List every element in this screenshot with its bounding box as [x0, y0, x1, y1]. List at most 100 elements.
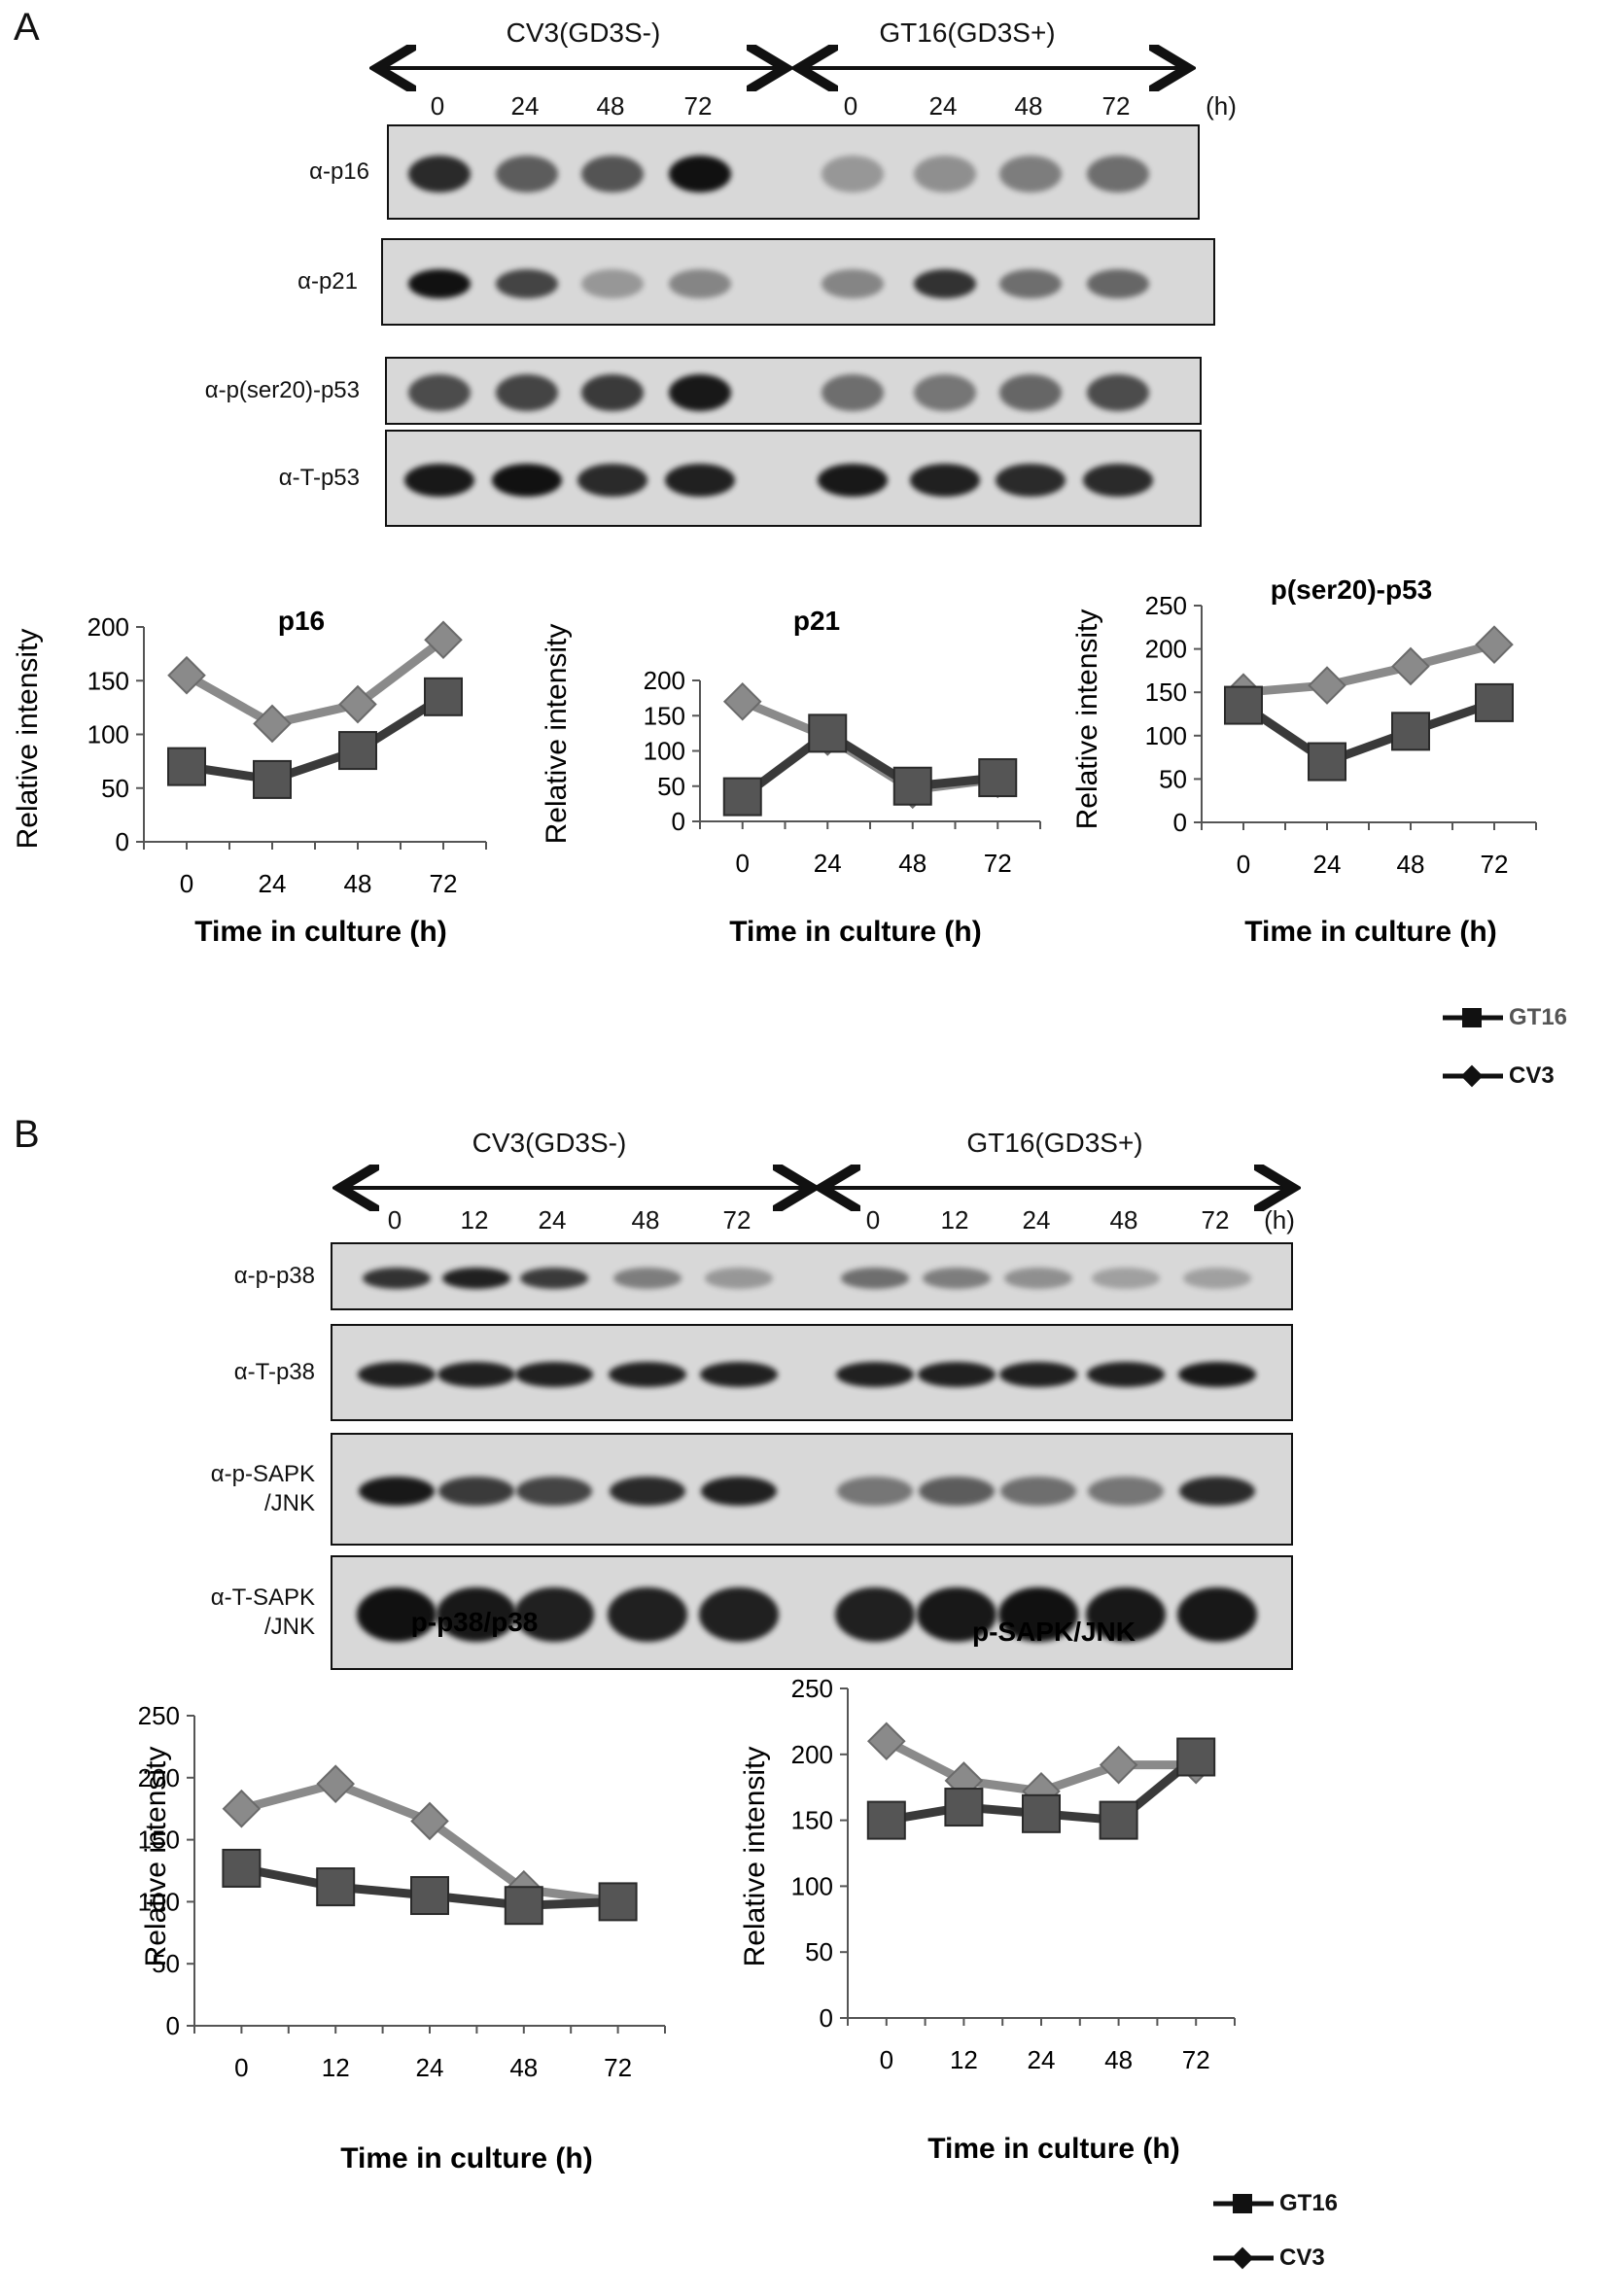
- data-point-gt16: [978, 758, 1018, 798]
- y-tick-label: 0: [116, 827, 129, 856]
- panel-b-blot-band: [836, 1362, 914, 1387]
- panel-b-blot-band: [923, 1268, 991, 1289]
- x-tick-label: 72: [984, 849, 1012, 878]
- data-point-cv3: [1475, 625, 1514, 664]
- y-tick-label: 100: [87, 720, 129, 749]
- y-tick-label: 50: [101, 774, 129, 803]
- panel-b-blot-band: [514, 1587, 594, 1642]
- panel-b-blot-band: [515, 1362, 593, 1387]
- panel-b-lane-label: 72: [1201, 1205, 1230, 1235]
- panel-b-blot-band: [516, 1477, 592, 1506]
- panel-a-lane-label: 72: [1101, 91, 1131, 121]
- x-tick-label: 48: [898, 849, 926, 878]
- data-point-gt16: [1224, 685, 1263, 725]
- panel-b-blot-band: [608, 1587, 687, 1642]
- y-tick-label: 200: [644, 666, 685, 695]
- x-tick-label: 0: [736, 849, 750, 878]
- panel-a-blot-band: [665, 464, 735, 497]
- panel-b-blot-band: [363, 1268, 431, 1289]
- x-tick-label: 72: [1481, 850, 1509, 879]
- series-line-cv3: [184, 636, 446, 728]
- x-tick-label: 72: [604, 2053, 632, 2082]
- panel-a-blot-band: [496, 269, 558, 298]
- y-axis-label: Relative intensity: [1071, 609, 1103, 830]
- chart-p-ser20-p53: p(ser20)-p53 0 50 100 150 200 250 0 24 48 72 Time i…: [1071, 574, 1537, 948]
- panel-a-blot-band: [577, 464, 647, 497]
- y-tick-label: 100: [1145, 721, 1187, 750]
- panel-b-blot-band: [835, 1587, 915, 1642]
- x-axis-label: Time in culture (h): [194, 916, 446, 948]
- panel-b-lane-label: 12: [460, 1205, 489, 1235]
- panel-b-blot-band: [613, 1268, 682, 1289]
- data-point-gt16: [866, 1800, 906, 1840]
- y-axis-label: Relative intensity: [739, 1747, 771, 1967]
- legend-gt16-b-label: GT16: [1279, 2190, 1339, 2216]
- panel-b-blot-band: [359, 1477, 435, 1506]
- panel-b-blot-label: α-T-SAPK /JNK: [210, 1584, 315, 1640]
- panel-a-lane-label: 0: [843, 91, 858, 121]
- x-tick-label: 0: [880, 2045, 893, 2074]
- panel-a-lane-label: 72: [683, 91, 713, 121]
- series-line-gt16: [740, 728, 998, 801]
- data-point-cv3: [338, 684, 377, 724]
- panel-b-blot-image: [331, 1324, 1293, 1421]
- y-tick-label: 100: [791, 1871, 833, 1900]
- group-label-cv3-a: CV3(GD3S-): [506, 17, 661, 48]
- panel-a-blot-band: [408, 269, 471, 298]
- panel-a-blot-band: [1087, 374, 1149, 411]
- panel-b-lane-label: 48: [1109, 1205, 1138, 1235]
- panel-b-blot-band: [609, 1362, 686, 1387]
- data-point-gt16: [222, 1848, 262, 1888]
- legend-cv3-b-label: CV3: [1279, 2244, 1325, 2271]
- x-tick-label: 48: [344, 869, 372, 898]
- data-point-gt16: [167, 747, 206, 786]
- x-tick-label: 24: [814, 849, 842, 878]
- x-tick-label: 72: [430, 869, 458, 898]
- panel-b-lane-label: 0: [387, 1205, 402, 1235]
- y-tick-label: 50: [1159, 764, 1187, 793]
- y-tick-label: 50: [805, 1937, 833, 1966]
- data-point-gt16: [1022, 1793, 1061, 1833]
- legend-cv3-a: CV3: [1439, 1061, 1604, 1091]
- y-tick-label: 200: [87, 612, 129, 642]
- data-point-gt16: [722, 777, 762, 817]
- panel-b-blot-band: [701, 1477, 777, 1506]
- panel-a-blot-band: [914, 156, 976, 192]
- y-tick-label: 50: [657, 772, 685, 801]
- y-tick-label: 250: [138, 1701, 180, 1730]
- panel-b-blot-band: [358, 1362, 436, 1387]
- panel-b-blot-band: [1092, 1268, 1160, 1289]
- data-point-cv3: [316, 1764, 355, 1803]
- panel-a-blot-label: α-T-p53: [278, 465, 360, 491]
- panel-a-blot-band: [669, 269, 731, 298]
- y-tick-label: 100: [644, 737, 685, 766]
- panel-b-blot-band: [998, 1587, 1078, 1642]
- series-line-cv3: [1242, 640, 1496, 697]
- data-point-cv3: [867, 1722, 906, 1761]
- panel-a-group-arrows: [0, 0, 1608, 107]
- y-axis-label: Relative intensity: [140, 1747, 172, 1967]
- panel-b-blot-band: [705, 1268, 773, 1289]
- panel-a-blot-band: [1083, 464, 1153, 497]
- data-point-gt16: [424, 677, 463, 716]
- data-point-gt16: [316, 1867, 356, 1907]
- panel-b-blot-band: [437, 1587, 516, 1642]
- legend-gt16-a-label: GT16: [1509, 1004, 1568, 1030]
- panel-a-lane-label: 0: [430, 91, 445, 121]
- x-tick-label: 24: [1313, 850, 1342, 879]
- panel-b-blot-band: [1000, 1477, 1076, 1506]
- panel-a-blot-band: [669, 374, 731, 411]
- panel-a-blot-band: [408, 374, 471, 411]
- panel-a-blot-band: [581, 269, 644, 298]
- panel-a-blot-band: [996, 464, 1066, 497]
- panel-b-blot-band: [437, 1362, 515, 1387]
- y-tick-label: 100: [138, 1887, 180, 1916]
- x-tick-label: 12: [322, 2053, 350, 2082]
- data-point-cv3: [1099, 1745, 1138, 1785]
- y-tick-label: 200: [791, 1740, 833, 1769]
- panel-a-blot-band: [408, 156, 471, 192]
- data-point-cv3: [1391, 646, 1430, 686]
- legend-diamond-marker-icon: [1443, 1064, 1503, 1088]
- panel-a-blot-label: α-p(ser20)-p53: [204, 377, 360, 403]
- panel-b-group-arrows: [0, 1157, 1608, 1235]
